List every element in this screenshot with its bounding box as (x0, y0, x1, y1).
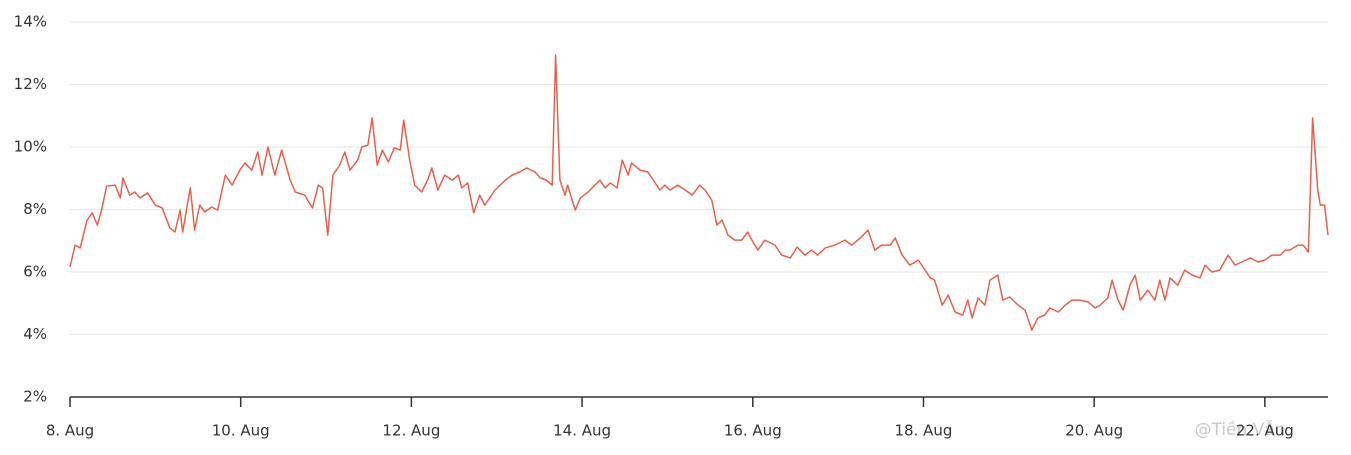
y-tick-label: 6% (23, 263, 47, 281)
y-tick-label: 12% (14, 75, 47, 93)
x-tick-label: 22. Aug (1236, 422, 1294, 440)
y-tick-label: 2% (23, 388, 47, 406)
x-tick-label: 16. Aug (724, 422, 782, 440)
x-tick-label: 14. Aug (553, 422, 611, 440)
x-tick-label: 12. Aug (382, 422, 440, 440)
y-tick-label: 14% (14, 13, 47, 31)
x-tick-label: 20. Aug (1065, 422, 1123, 440)
x-tick-label: 8. Aug (46, 422, 94, 440)
y-tick-label: 10% (14, 138, 47, 156)
y-tick-label: 8% (23, 200, 47, 218)
x-tick-label: 18. Aug (894, 422, 952, 440)
y-tick-label: 4% (23, 325, 47, 343)
watermark: @Tiền Vẫn (1194, 419, 1285, 440)
x-tick-label: 10. Aug (212, 422, 270, 440)
line-series (69, 54, 1329, 331)
